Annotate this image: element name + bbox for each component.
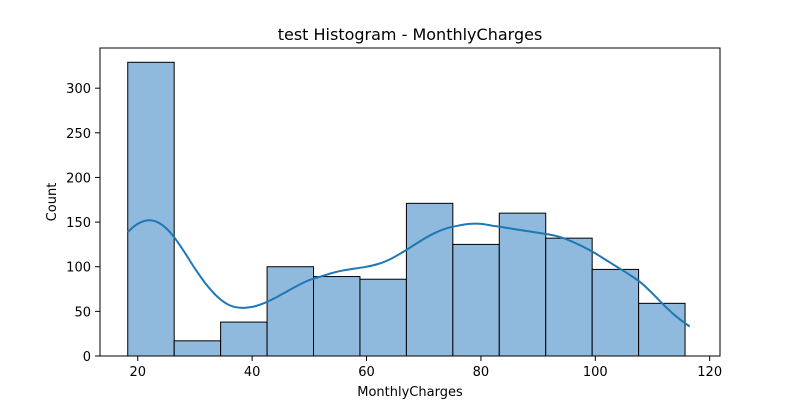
bars-layer xyxy=(127,61,686,357)
histogram-bar-6 xyxy=(405,202,454,357)
x-axis-ticks: 20 40 60 80 100 120 xyxy=(129,356,722,380)
x-tick-label: 40 xyxy=(244,365,261,380)
histogram-bar-10 xyxy=(591,268,640,357)
x-tick-label: 20 xyxy=(129,365,146,380)
y-tick-label: 100 xyxy=(66,261,91,276)
x-tick-label: 100 xyxy=(583,365,608,380)
y-tick-label: 50 xyxy=(74,305,91,320)
histogram-bar-2 xyxy=(220,321,268,357)
histogram-bar-3 xyxy=(266,266,315,357)
histogram-bar-5 xyxy=(359,278,407,357)
y-tick-label: 150 xyxy=(66,216,91,231)
histogram-bar-4 xyxy=(313,276,361,357)
y-axis-ticks: 0 50 100 150 200 250 300 xyxy=(66,82,100,365)
y-tick-label: 200 xyxy=(66,171,91,186)
y-axis-label: Count xyxy=(45,183,60,222)
histogram-bar-9 xyxy=(545,237,593,357)
chart-title: test Histogram - MonthlyCharges xyxy=(278,25,543,44)
y-tick-label: 250 xyxy=(66,127,91,142)
x-tick-label: 120 xyxy=(697,365,722,380)
y-tick-label: 0 xyxy=(83,350,91,365)
plot-frame xyxy=(99,47,721,357)
histogram-bar-7 xyxy=(452,243,500,357)
histogram-bar-0 xyxy=(127,61,175,357)
y-tick-label: 300 xyxy=(66,82,91,97)
histogram-bar-11 xyxy=(638,302,686,357)
kde-curve xyxy=(127,219,691,328)
x-axis-label: MonthlyCharges xyxy=(357,385,463,400)
x-tick-label: 60 xyxy=(358,365,375,380)
histogram-bar-8 xyxy=(498,212,547,357)
x-tick-label: 80 xyxy=(473,365,490,380)
histogram-bar-1 xyxy=(173,340,222,357)
